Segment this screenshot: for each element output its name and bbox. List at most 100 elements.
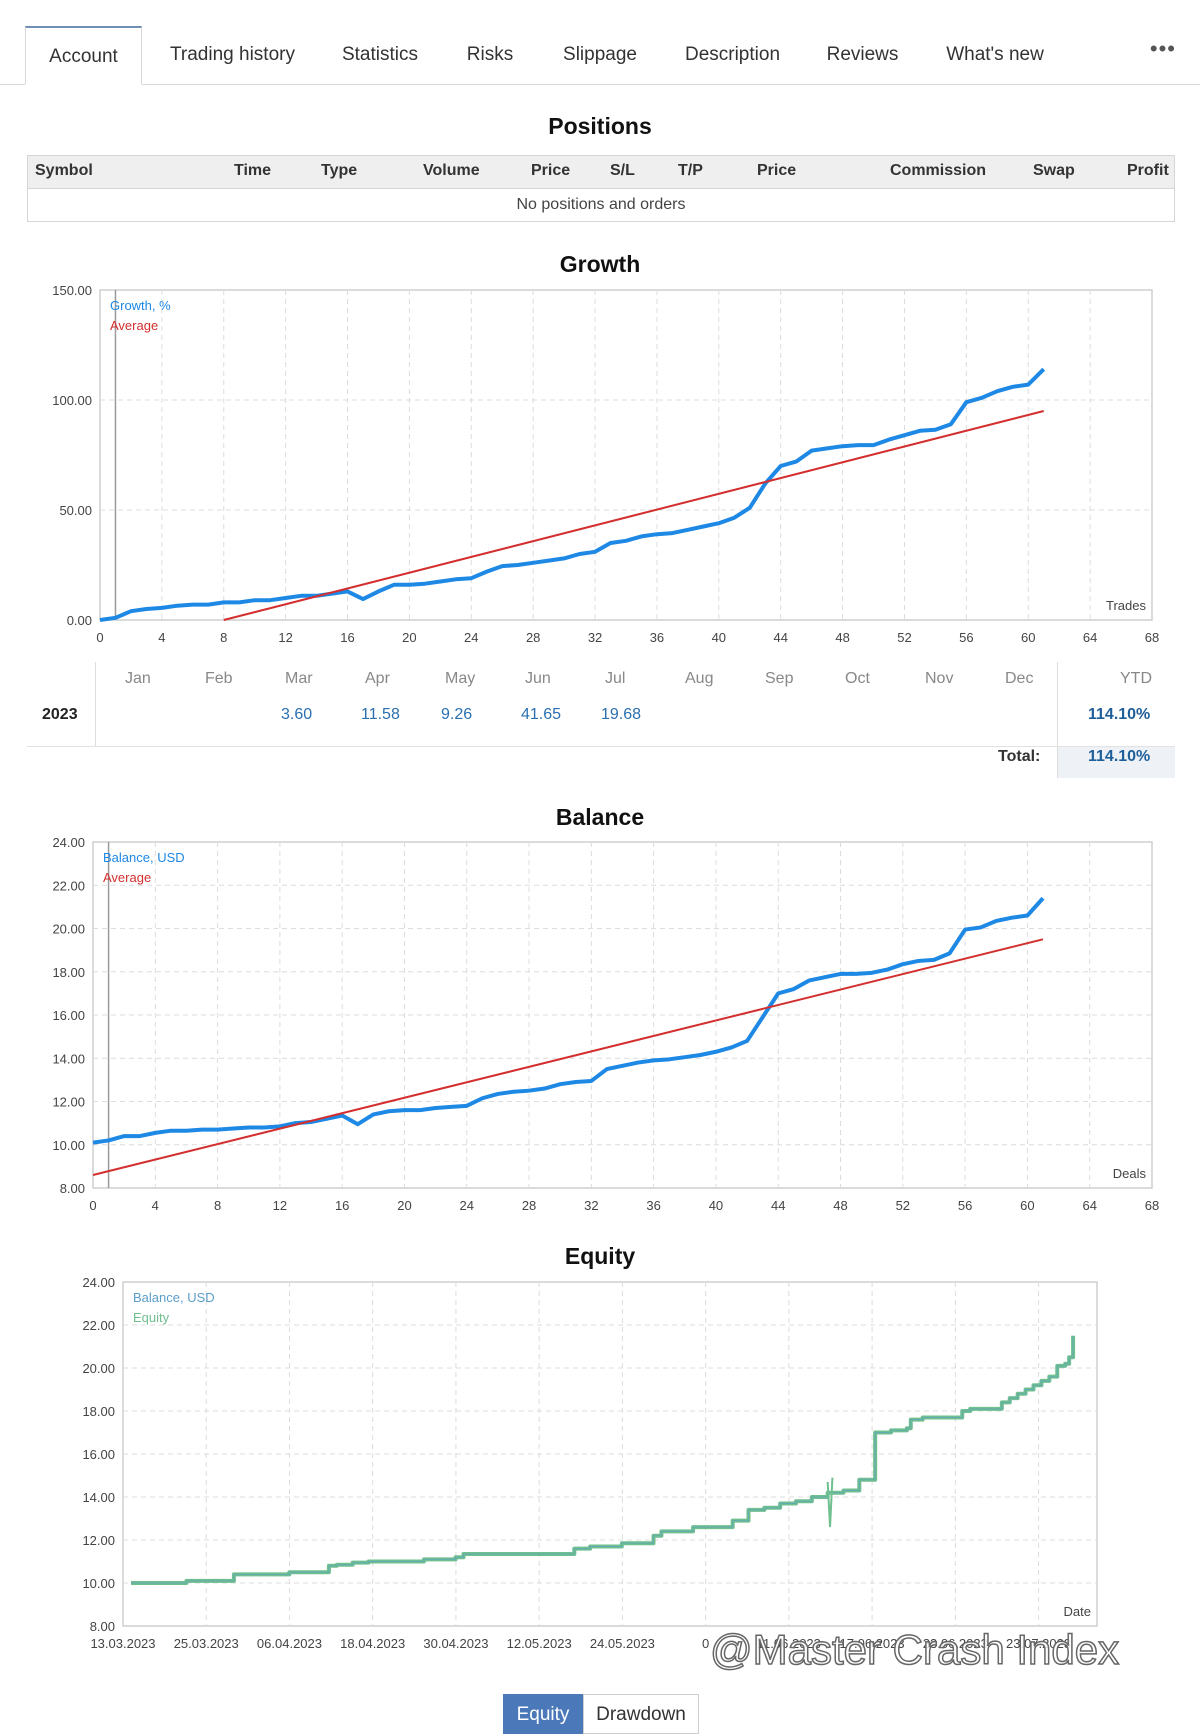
- series-line-1: [223, 410, 1044, 621]
- y-tick-label: 14.00: [52, 1051, 85, 1066]
- x-tick-label: 24: [460, 1198, 474, 1212]
- legend-entry: Average: [110, 318, 158, 333]
- month-header-jul: Jul: [605, 670, 626, 687]
- x-tick-label: 56: [959, 630, 973, 645]
- tab-description[interactable]: Description: [684, 44, 781, 65]
- month-header-may: May: [445, 670, 476, 687]
- x-tick-label: 0: [96, 630, 103, 645]
- x-tick-label: 17.06.2023: [840, 1636, 905, 1651]
- series-line-0: [92, 896, 1045, 1145]
- x-tick-label: 20: [402, 630, 416, 645]
- y-tick-label: 10.00: [52, 1138, 85, 1153]
- col-symbol: Symbol: [35, 162, 93, 179]
- x-tick-label: 8: [220, 630, 227, 645]
- legend-entry: Equity: [133, 1310, 170, 1325]
- y-tick-label: 24.00: [82, 1275, 115, 1290]
- col-price: Price: [531, 162, 571, 179]
- col-tp: T/P: [678, 162, 703, 179]
- col-profit: Profit: [1127, 162, 1169, 179]
- growth-monthly-table: Jan Feb Mar Apr May Jun Jul Aug Sep Oct Nov Dec YTD…: [27, 662, 1175, 778]
- y-tick-label: 14.00: [82, 1490, 115, 1505]
- tab-statistics[interactable]: Statistics: [341, 44, 419, 65]
- x-tick-label: 60: [1021, 630, 1035, 645]
- y-tick-label: 18.00: [52, 965, 85, 980]
- month-value-jun: 41.65: [521, 706, 562, 723]
- tab-bar: Account Trading history Statistics Risks…: [0, 0, 1200, 85]
- x-tick-label: 52: [896, 1198, 910, 1212]
- equity-title: Equity: [564, 1243, 636, 1269]
- x-tick-label: 28: [526, 630, 540, 645]
- y-tick-label: 16.00: [82, 1447, 115, 1462]
- x-axis-label: Deals: [1113, 1166, 1147, 1181]
- col-time: Time: [234, 162, 272, 179]
- x-tick-label: 12.05.2023: [507, 1636, 572, 1651]
- table-divider: [95, 662, 96, 746]
- x-tick-label: 12: [278, 630, 292, 645]
- y-tick-label: 8.00: [60, 1181, 85, 1196]
- month-header-nov: Nov: [925, 670, 954, 687]
- month-header-oct: Oct: [845, 670, 870, 687]
- x-tick-label: 68: [1145, 1198, 1159, 1212]
- balance-title: Balance: [555, 804, 645, 830]
- x-tick-label: 11.06.2023: [757, 1636, 821, 1651]
- x-tick-label: 40: [709, 1198, 723, 1212]
- month-header-mar: Mar: [285, 670, 313, 687]
- x-tick-label: 24: [464, 630, 478, 645]
- col-volume: Volume: [423, 162, 480, 179]
- legend-entry: Balance, USD: [103, 850, 185, 865]
- tab-whats-new[interactable]: What's new: [946, 44, 1044, 65]
- month-header-jun: Jun: [525, 670, 551, 687]
- x-tick-label: 0: [702, 1636, 709, 1651]
- tab-account[interactable]: Account: [25, 26, 142, 85]
- y-tick-label: 150.00: [52, 283, 92, 298]
- drawdown-toggle-button[interactable]: Drawdown: [583, 1694, 699, 1734]
- series-line-0: [99, 367, 1046, 622]
- total-value: 114.10%: [1088, 748, 1151, 765]
- x-tick-label: 44: [771, 1198, 785, 1212]
- equity-toggle-button[interactable]: Equity: [503, 1694, 583, 1734]
- col-type: Type: [321, 162, 358, 179]
- month-value-may: 9.26: [441, 706, 473, 723]
- legend-entry: Average: [103, 870, 151, 885]
- plot-frame: [99, 289, 1153, 621]
- x-tick-label: 48: [835, 630, 849, 645]
- x-tick-label: 32: [588, 630, 602, 645]
- tab-slippage[interactable]: Slippage: [563, 44, 637, 65]
- x-tick-label: 06.04.2023: [257, 1636, 322, 1651]
- tab-risks[interactable]: Risks: [466, 44, 514, 65]
- x-tick-label: 28: [522, 1198, 536, 1212]
- tab-reviews[interactable]: Reviews: [826, 44, 899, 65]
- y-tick-label: 18.00: [82, 1404, 115, 1419]
- y-tick-label: 24.00: [52, 835, 85, 850]
- tab-trading-history[interactable]: Trading history: [170, 44, 295, 65]
- y-tick-label: 22.00: [82, 1318, 115, 1333]
- x-tick-label: 36: [646, 1198, 660, 1212]
- col-commission: Commission: [890, 162, 987, 179]
- x-tick-label: 12: [273, 1198, 287, 1212]
- y-tick-label: 50.00: [59, 503, 92, 518]
- x-tick-label: 40: [712, 630, 726, 645]
- series-line-balance-thin: [131, 1335, 1074, 1584]
- series-line-equity: [826, 1477, 834, 1528]
- legend-entry: Growth, %: [110, 298, 171, 313]
- positions-empty-message: No positions and orders: [516, 196, 686, 213]
- x-tick-label: 4: [158, 630, 165, 645]
- more-menu-button[interactable]: •••: [1149, 36, 1176, 61]
- x-tick-label: 48: [833, 1198, 847, 1212]
- x-tick-label: 64: [1083, 630, 1097, 645]
- x-tick-label: 13.03.2023: [90, 1636, 155, 1651]
- x-tick-label: 23.07.2023: [1006, 1636, 1071, 1651]
- x-tick-label: 4: [152, 1198, 159, 1212]
- positions-title: Positions: [548, 113, 652, 139]
- x-tick-label: 23.06.2023: [923, 1636, 988, 1651]
- x-tick-label: 20: [397, 1198, 411, 1212]
- x-tick-label: 16: [335, 1198, 349, 1212]
- balance-chart: 0 4 8 12 16 20 24 28 32 36 40 44 48 52 56 60 64 688.0010.…: [52, 835, 1159, 1212]
- month-header-apr: Apr: [365, 670, 390, 687]
- legend-entry: Balance, USD: [133, 1290, 215, 1305]
- col-price-current: Price: [757, 162, 797, 179]
- x-tick-label: 60: [1020, 1198, 1034, 1212]
- month-header-jan: Jan: [125, 670, 151, 687]
- table-divider: [27, 746, 1175, 747]
- x-tick-label: 32: [584, 1198, 598, 1212]
